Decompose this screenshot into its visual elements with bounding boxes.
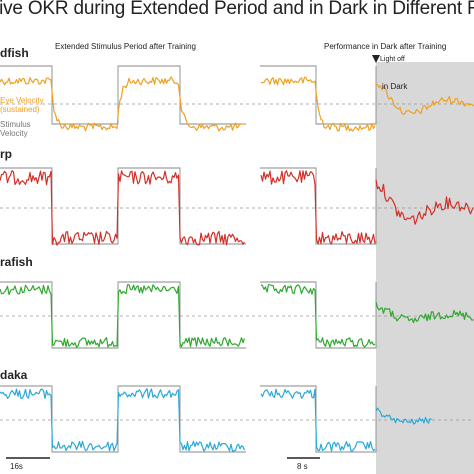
light-off-label: Light off xyxy=(380,56,405,63)
in-dark-label: in Dark xyxy=(382,82,408,91)
stimulus-trace-left-goldfish xyxy=(0,65,246,125)
eye-trace-goldfish-main xyxy=(260,76,376,132)
dark-period-shade xyxy=(376,62,474,474)
species-label-goldfish: dfish xyxy=(0,46,29,60)
eye-trace-carp-246 xyxy=(0,170,246,246)
stimulus-trace-right-medaka xyxy=(260,385,377,453)
legend-eye-velocity: Eye Velocity (sustained) xyxy=(0,96,44,114)
legend-stimulus-velocity: Stimulus Velocity xyxy=(0,120,31,138)
eye-trace-carp-main xyxy=(260,170,376,245)
eye-trace-dark-goldfish xyxy=(375,83,474,115)
species-label-zebrafish: rafish xyxy=(0,255,33,269)
eye-trace-zebrafish-246 xyxy=(0,284,246,348)
legend-eye-velocity-line2: (sustained) xyxy=(0,105,40,114)
eye-trace-medaka-246 xyxy=(0,388,246,452)
eye-trace-dark-medaka xyxy=(375,407,432,425)
eye-trace-medaka-main xyxy=(260,388,376,452)
eye-trace-dark-zebrafish xyxy=(375,301,474,324)
stimulus-trace-left-medaka xyxy=(0,385,246,453)
legend-eye-velocity-line1: Eye Velocity xyxy=(0,96,44,105)
eye-trace-zebrafish-main xyxy=(260,284,376,348)
stimulus-trace-right-carp xyxy=(260,167,377,245)
light-off-arrow xyxy=(372,55,380,63)
legend-stimulus-line1: Stimulus xyxy=(0,120,31,129)
stimulus-trace-right-goldfish xyxy=(260,65,377,125)
species-label-carp: rp xyxy=(0,147,12,161)
stimulus-trace-right-zebrafish xyxy=(260,281,377,349)
scalebar-label-right: 8 s xyxy=(297,462,308,471)
header-extended-period: Extended Stimulus Period after Training xyxy=(55,42,196,51)
legend-stimulus-line2: Velocity xyxy=(0,129,28,138)
header-dark-performance: Performance in Dark after Training xyxy=(324,42,447,51)
scalebar-label-left: 16s xyxy=(10,462,23,471)
eye-trace-dark-carp xyxy=(375,179,474,225)
eye-trace-goldfish-246 xyxy=(0,76,245,132)
species-label-medaka: daka xyxy=(0,368,28,382)
chart-title: tive OKR during Extended Period and in D… xyxy=(0,0,474,19)
